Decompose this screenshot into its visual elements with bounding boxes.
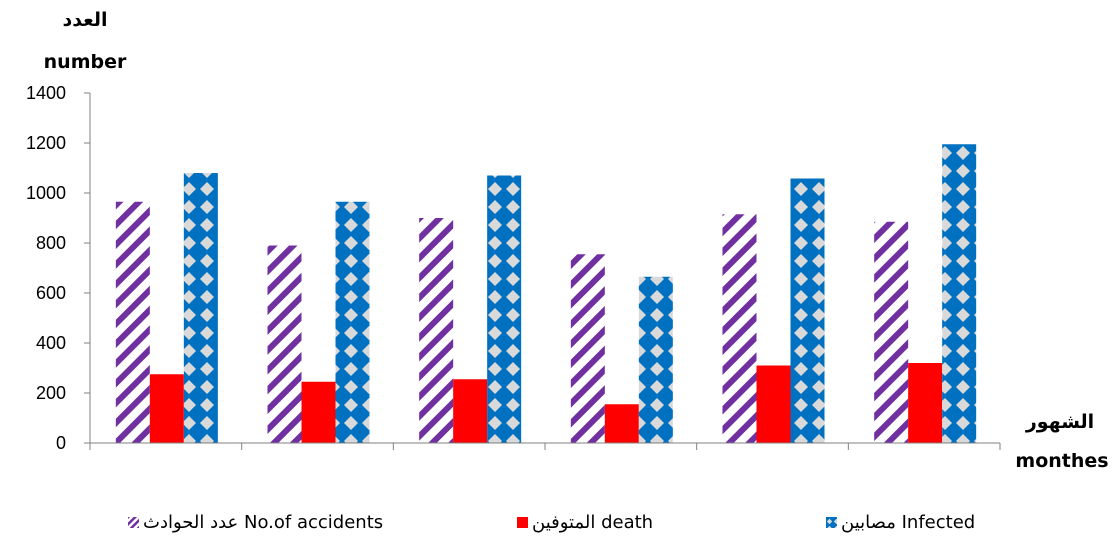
bar-infected: [183, 173, 218, 443]
y-tick-label: 800: [36, 233, 66, 253]
y-axis-ticks: 0 200 400 600 800 1000 1200 1400: [26, 83, 90, 453]
y-tick-label: 1200: [26, 133, 66, 153]
bar-death: [604, 404, 639, 443]
bars-group: [115, 144, 977, 443]
bar-infected: [942, 144, 977, 443]
bar-death: [453, 379, 488, 443]
y-tick-label: 1400: [26, 83, 66, 103]
bar-death: [756, 365, 791, 443]
bar-death: [301, 381, 336, 443]
axes: [89, 93, 1001, 450]
bar-accidents: [115, 201, 150, 443]
legend-swatch: [826, 517, 837, 528]
bar-death: [149, 374, 184, 443]
bar-infected: [638, 276, 673, 443]
y-tick-label: 400: [36, 333, 66, 353]
y-tick-label: 1000: [26, 183, 66, 203]
legend-swatch: [517, 517, 528, 528]
bar-accidents: [419, 218, 454, 443]
x-axis-title-arabic: الشهور: [1025, 411, 1094, 433]
y-tick-label: 0: [56, 433, 66, 453]
y-tick-label: 200: [36, 383, 66, 403]
legend-swatch: [128, 517, 139, 528]
bar-death: [908, 363, 943, 443]
bar-accidents: [267, 245, 302, 443]
bar-infected: [487, 175, 522, 443]
y-tick-label: 600: [36, 283, 66, 303]
y-axis-title-arabic: العدد: [62, 9, 107, 31]
bar-infected: [335, 201, 370, 443]
legend: عدد الحوادث No.of accidents المتوفين deat…: [128, 512, 975, 533]
bar-infected: [790, 178, 825, 443]
legend-label: المتوفين death: [532, 512, 653, 533]
bar-accidents: [722, 214, 757, 443]
x-axis-title-english: monthes: [1015, 450, 1108, 472]
bar-accidents: [570, 254, 605, 443]
legend-label: مصابين Infected: [841, 512, 975, 533]
bar-accidents: [874, 221, 909, 443]
legend-label: عدد الحوادث No.of accidents: [143, 512, 383, 533]
y-axis-title-english: number: [44, 51, 127, 73]
